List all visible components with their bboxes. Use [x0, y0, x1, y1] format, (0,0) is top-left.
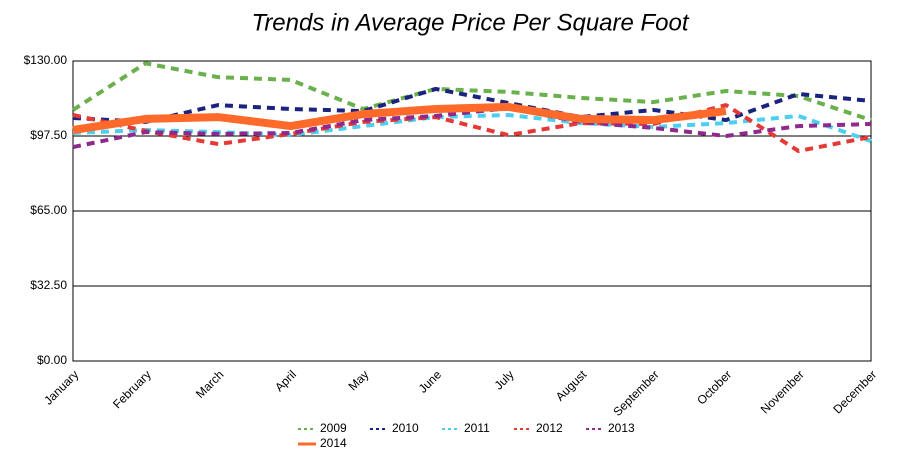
x-tick-label: September [610, 367, 661, 418]
x-tick-label: April [272, 367, 299, 394]
series-line [71, 61, 872, 122]
x-tick-label: March [193, 367, 226, 400]
y-tick-label: $65.00 [30, 203, 67, 217]
y-tick-label: $130.00 [24, 53, 68, 67]
series-line [72, 113, 872, 143]
legend-label: 2011 [464, 421, 490, 435]
x-tick-label: October [694, 367, 734, 407]
x-tick-label: November [758, 367, 807, 416]
x-tick-label: August [553, 367, 590, 404]
y-tick-label: $97.50 [30, 128, 67, 142]
series-line [72, 102, 727, 134]
x-tick-label: July [492, 367, 517, 392]
series-line [72, 86, 872, 124]
x-tick-label: February [110, 367, 154, 411]
x-tick-label: June [416, 367, 445, 396]
y-tick-label: $0.00 [37, 353, 67, 367]
legend-label: 2009 [320, 421, 347, 435]
legend-label: 2010 [392, 421, 419, 435]
chart-title: Trends in Average Price Per Square Foot [251, 9, 689, 36]
y-tick-label: $32.50 [30, 278, 67, 292]
x-tick-label: May [346, 367, 372, 393]
legend-label: 2012 [536, 421, 563, 435]
series-line [72, 103, 872, 153]
x-tick-label: January [41, 367, 81, 407]
legend-label: 2014 [320, 436, 347, 450]
x-tick-label: December [830, 367, 879, 416]
legend-label: 2013 [608, 421, 635, 435]
